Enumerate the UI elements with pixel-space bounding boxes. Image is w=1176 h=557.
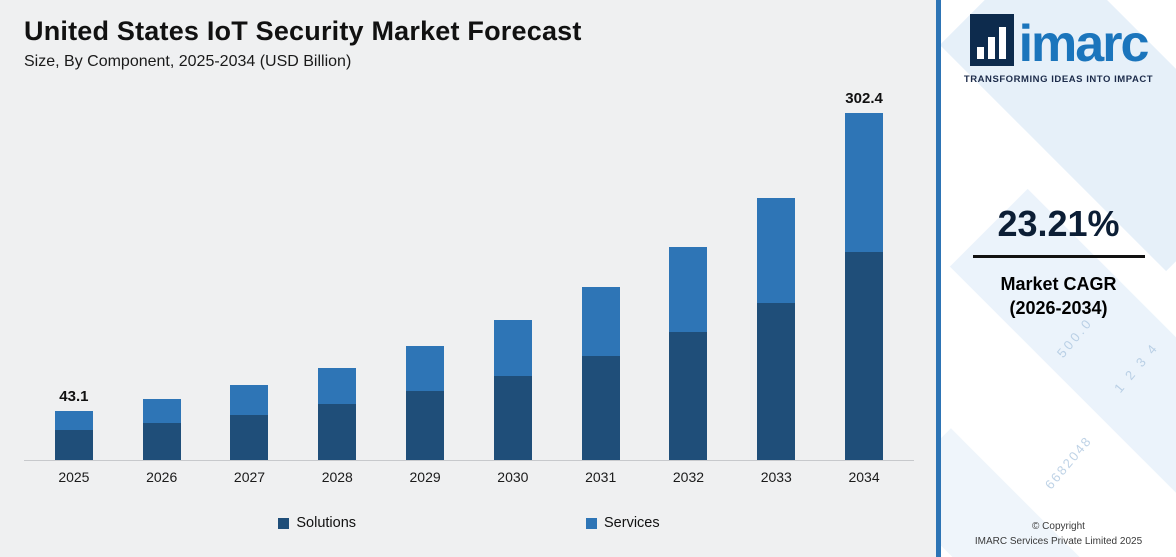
bar-value-label-2034: 302.4 — [845, 90, 883, 108]
cagr-underline — [972, 255, 1145, 258]
services-segment-2029 — [406, 346, 445, 392]
solutions-legend-swatch — [278, 517, 290, 529]
bar-column-2026 — [118, 399, 206, 460]
services-segment-2025 — [54, 410, 93, 431]
copyright-line2: IMARC Services Private Limited 2025 — [974, 536, 1143, 547]
bar-column-2033 — [732, 197, 820, 460]
branding-sidebar: 500.0 1 2 3 4 6682048 imarc TRANSFORMING… — [936, 0, 1176, 557]
services-legend-label: Services — [604, 515, 660, 531]
imarc-logo: imarc — [953, 14, 1164, 74]
chart-subtitle: Size, By Component, 2025-2034 (USD Billi… — [24, 53, 352, 70]
services-segment-2033 — [757, 197, 796, 303]
cagr-label-line2: (2026-2034) — [1009, 298, 1108, 319]
x-axis-labels: 2025 2026 2027 2028 2029 2030 2031 2032 2033 2034 — [24, 469, 914, 485]
bar-stack-2031 — [581, 287, 620, 460]
solutions-legend-label: Solutions — [296, 515, 357, 531]
x-axis-label-2033: 2033 — [760, 469, 792, 485]
bar-stack-2025 — [54, 410, 93, 460]
solutions-segment-2031 — [581, 356, 620, 460]
solutions-segment-2033 — [757, 302, 796, 460]
bar-stack-2027 — [230, 384, 269, 460]
solutions-segment-2025 — [54, 430, 93, 460]
services-segment-2032 — [669, 247, 708, 333]
x-axis-label-2028: 2028 — [321, 469, 353, 485]
x-axis-label-2031: 2031 — [585, 469, 617, 485]
legend-item-solutions: Solutions — [278, 515, 356, 531]
bar-stack-2033 — [757, 197, 796, 460]
cagr-value: 23.21% — [997, 203, 1120, 244]
bar-stack-2028 — [318, 367, 357, 460]
solutions-segment-2026 — [142, 423, 181, 460]
services-segment-2034 — [845, 113, 884, 252]
bar-stack-2032 — [669, 247, 708, 460]
imarc-logo-text: imarc — [1018, 15, 1150, 74]
cagr-label-line1: Market CAGR — [1000, 274, 1117, 294]
solutions-segment-2028 — [318, 404, 357, 460]
bar-column-2029 — [381, 346, 469, 460]
bar-column-2034: 302.4 — [820, 90, 908, 460]
bar-column-2031 — [557, 287, 645, 460]
x-axis-label-2032: 2032 — [672, 469, 705, 485]
bar-stack-2029 — [406, 346, 445, 460]
bar-column-2025: 43.1 — [30, 388, 118, 460]
copyright-line1: © Copyright — [1032, 521, 1085, 532]
chart-legend: Solutions Services — [24, 515, 914, 531]
services-legend-swatch — [586, 517, 598, 529]
services-segment-2027 — [230, 384, 269, 415]
x-axis-label-2025: 2025 — [58, 469, 90, 485]
x-axis-label-2029: 2029 — [409, 469, 441, 485]
plot-area: 43.1 302.4 — [24, 83, 914, 461]
bar-column-2028 — [293, 367, 381, 460]
imarc-tagline: TRANSFORMING IDEAS INTO IMPACT — [963, 74, 1154, 85]
services-segment-2030 — [493, 319, 532, 376]
solutions-segment-2027 — [230, 414, 269, 460]
solutions-segment-2029 — [406, 391, 445, 460]
bar-stack-2030 — [493, 319, 532, 460]
bar-column-2030 — [469, 319, 557, 460]
bar-stack-2034 — [845, 113, 884, 460]
bar-column-2027 — [206, 384, 294, 460]
bar-column-2032 — [645, 247, 733, 460]
chart-section: United States IoT Security Market Foreca… — [24, 16, 914, 531]
chart-title: United States IoT Security Market Foreca… — [24, 16, 582, 46]
services-segment-2028 — [318, 367, 357, 405]
bar-stack-2026 — [142, 399, 181, 460]
x-axis-label-2026: 2026 — [146, 469, 178, 485]
cagr-block: 23.21% Market CAGR (2026-2034) — [953, 203, 1164, 321]
x-axis-label-2030: 2030 — [497, 469, 529, 485]
copyright-note: © Copyright IMARC Services Private Limit… — [941, 519, 1176, 549]
x-axis-label-2027: 2027 — [233, 469, 266, 485]
x-axis-label-2034: 2034 — [848, 469, 880, 485]
solutions-segment-2032 — [669, 332, 708, 460]
imarc-logo-icon — [969, 14, 1014, 66]
services-segment-2031 — [581, 287, 620, 357]
solutions-segment-2034 — [845, 251, 884, 460]
legend-item-services: Services — [586, 515, 660, 531]
bar-value-label-2025: 43.1 — [59, 387, 89, 405]
sidebar-content: imarc TRANSFORMING IDEAS INTO IMPACT 23.… — [941, 0, 1176, 557]
services-segment-2026 — [142, 399, 181, 424]
solutions-segment-2030 — [493, 375, 532, 460]
